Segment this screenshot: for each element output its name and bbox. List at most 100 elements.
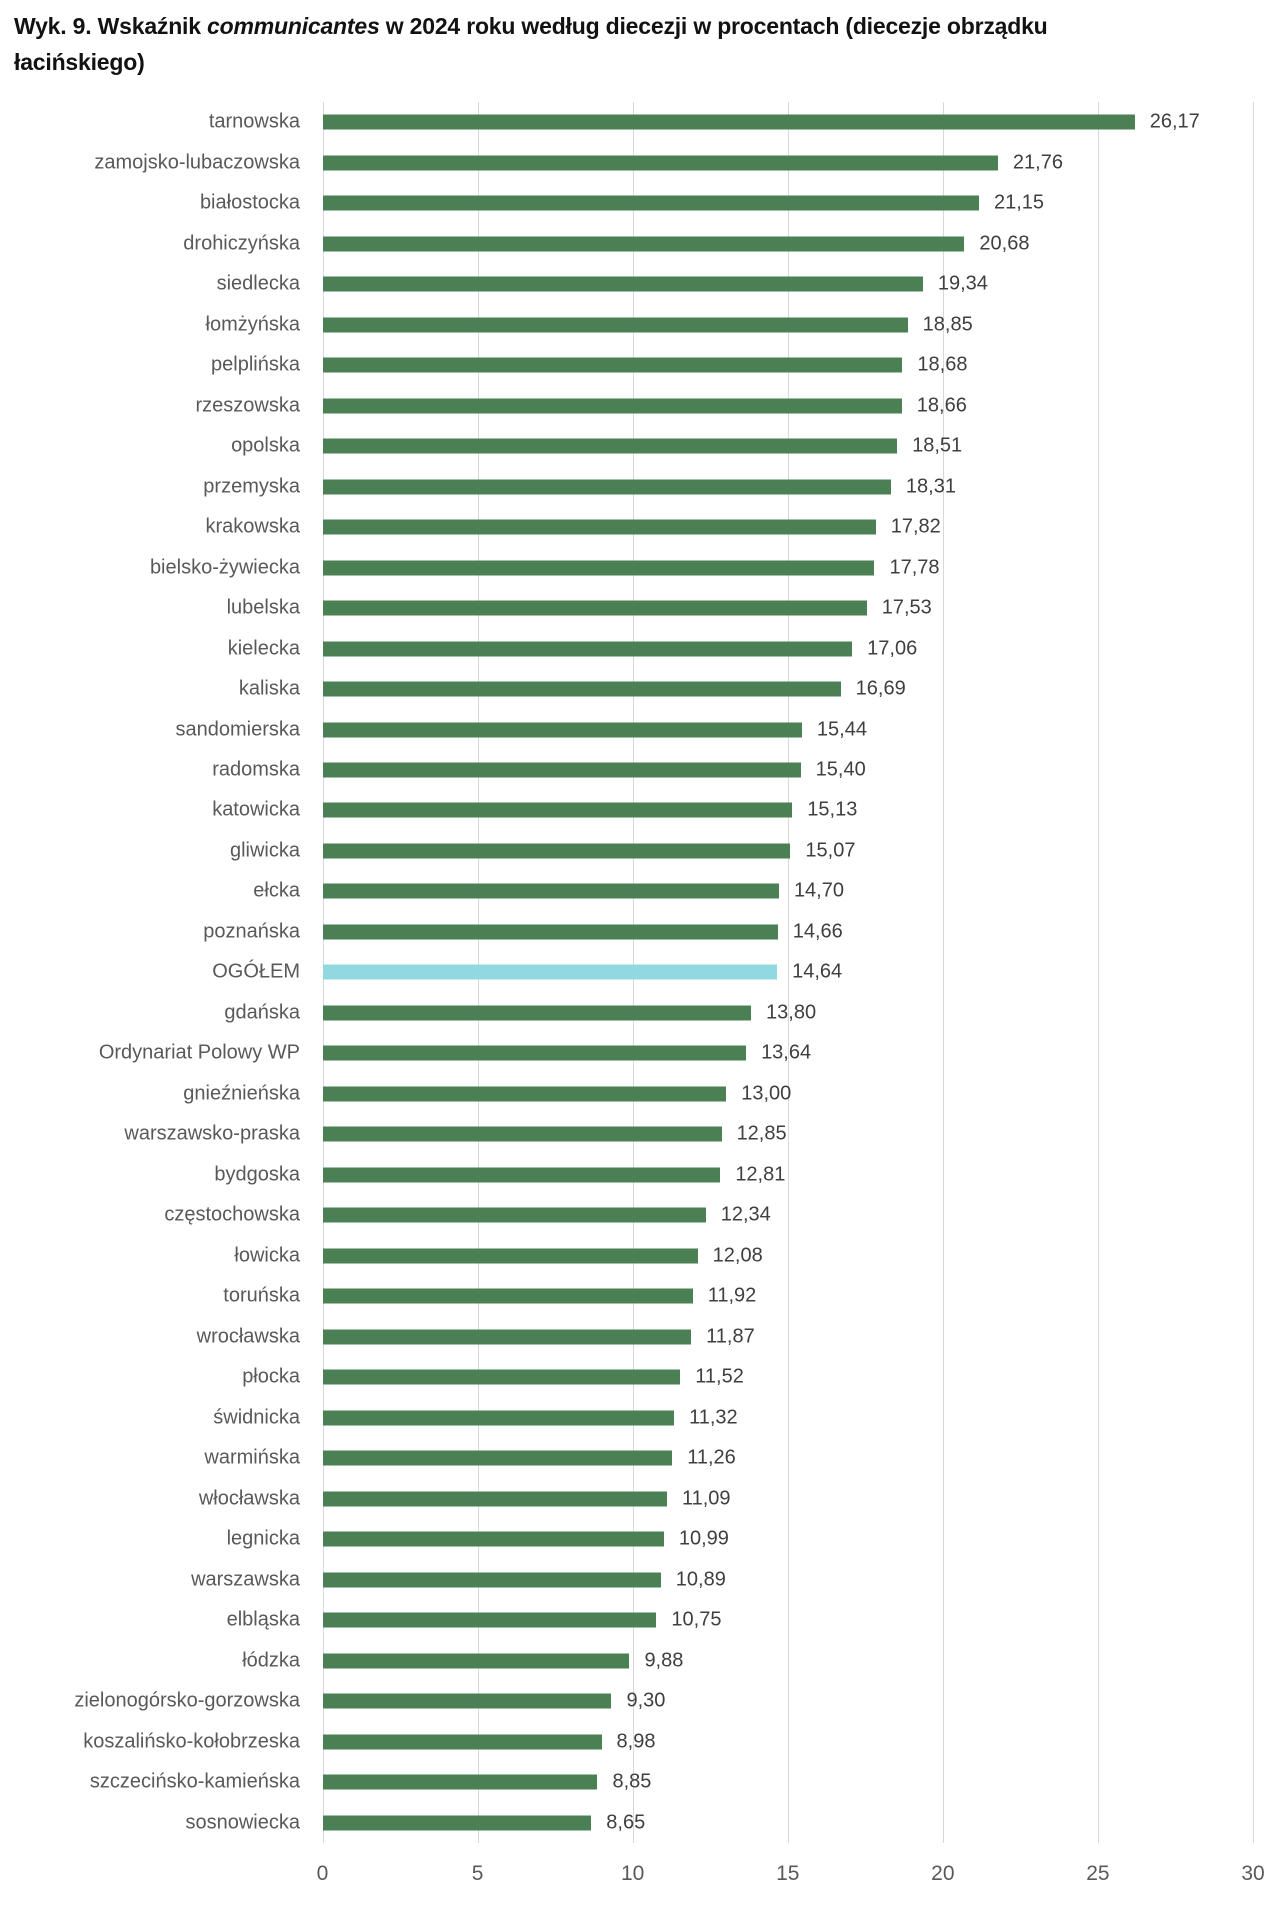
category-label: bydgoska <box>214 1163 300 1186</box>
bar-row: szczecińsko-kamieńska 8,85 <box>0 1762 1282 1802</box>
bar-row: gdańska 13,80 <box>0 993 1282 1033</box>
bar <box>323 114 1135 130</box>
bar-row: lubelska 17,53 <box>0 588 1282 628</box>
bar-row: krakowska 17,82 <box>0 507 1282 547</box>
category-label: pelplińska <box>211 353 300 376</box>
category-label: białostocka <box>199 191 300 214</box>
bar-row: wrocławska 11,87 <box>0 1317 1282 1357</box>
value-label: 21,76 <box>1012 151 1063 174</box>
bar <box>323 1410 675 1426</box>
bar <box>323 802 793 818</box>
value-label: 12,34 <box>720 1203 771 1226</box>
bar-row: przemyska 18,31 <box>0 466 1282 506</box>
bar <box>323 1248 698 1264</box>
chart-title-prefix: Wyk. 9. Wskaźnik <box>14 13 208 39</box>
value-label: 9,88 <box>644 1649 684 1672</box>
value-label: 18,31 <box>905 475 956 498</box>
category-label: katowicka <box>212 798 300 821</box>
category-label: drohiczyńska <box>183 232 300 255</box>
category-label: legnicka <box>226 1527 300 1550</box>
bar-row: gliwicka 15,07 <box>0 831 1282 871</box>
value-label: 26,17 <box>1149 110 1200 133</box>
value-label: 15,07 <box>805 839 856 862</box>
value-label: 11,09 <box>681 1487 731 1510</box>
value-label: 19,34 <box>937 272 988 295</box>
bar <box>323 438 898 454</box>
category-label: lubelska <box>226 596 300 619</box>
bar-row: łomżyńska 18,85 <box>0 304 1282 344</box>
bar-row: łowicka 12,08 <box>0 1236 1282 1276</box>
category-label: łomżyńska <box>205 313 300 336</box>
value-label: 8,65 <box>606 1811 646 1834</box>
bar-row: katowicka 15,13 <box>0 790 1282 830</box>
bar <box>323 1612 657 1628</box>
category-label: rzeszowska <box>195 394 300 417</box>
category-label: łódzka <box>242 1649 300 1672</box>
value-label: 10,89 <box>675 1568 726 1591</box>
bar <box>323 762 801 778</box>
value-label: 10,99 <box>678 1527 729 1550</box>
bar <box>323 276 923 292</box>
category-label: częstochowska <box>164 1203 300 1226</box>
bar <box>323 1045 747 1061</box>
category-label: sandomierska <box>175 718 300 740</box>
category-label: włocławska <box>198 1487 300 1510</box>
value-label: 11,32 <box>689 1406 738 1429</box>
bar-row: bielsko-żywiecka 17,78 <box>0 547 1282 587</box>
value-label: 18,85 <box>922 313 973 336</box>
bar <box>323 722 802 737</box>
gridline <box>942 102 944 1843</box>
category-label: kaliska <box>238 677 300 700</box>
category-label: wrocławska <box>196 1325 300 1348</box>
value-label: 11,26 <box>687 1446 736 1469</box>
bar-row: częstochowska 12,34 <box>0 1195 1282 1235</box>
bar-row: warmińska 11,26 <box>0 1438 1282 1478</box>
chart-title-line2: łacińskiego) <box>14 49 145 75</box>
bar-row: tarnowska 26,17 <box>0 102 1282 142</box>
x-axis-tick-label: 20 <box>931 1862 955 1885</box>
value-label: 17,78 <box>889 556 940 579</box>
value-label: 13,00 <box>741 1082 792 1105</box>
value-label: 15,44 <box>816 718 867 740</box>
value-label: 11,52 <box>695 1365 744 1388</box>
value-label: 13,80 <box>766 1001 817 1024</box>
bar-row: łódzka 9,88 <box>0 1640 1282 1680</box>
value-label: 18,51 <box>912 434 963 457</box>
bar <box>323 1815 592 1831</box>
category-label: świdnicka <box>213 1406 300 1429</box>
value-label: 20,68 <box>979 232 1030 255</box>
value-label: 12,85 <box>736 1122 787 1145</box>
bar-row: warszawska 10,89 <box>0 1559 1282 1599</box>
category-label: radomska <box>212 758 300 781</box>
bar <box>323 1734 602 1750</box>
bar <box>323 560 875 576</box>
category-label: płocka <box>242 1365 300 1388</box>
bar-row: pelplińska 18,68 <box>0 345 1282 385</box>
chart-title-line1-suffix: w 2024 roku według diecezji w procentach… <box>379 13 1048 39</box>
category-label: poznańska <box>203 920 300 943</box>
bar <box>323 195 979 211</box>
bar-row: gnieźnieńska 13,00 <box>0 1074 1282 1114</box>
bar <box>323 1207 706 1223</box>
value-label: 12,81 <box>735 1163 786 1186</box>
value-label: 11,87 <box>706 1325 755 1348</box>
bar <box>323 1572 661 1588</box>
bar-row: legnicka 10,99 <box>0 1519 1282 1559</box>
bar-row: elbląska 10,75 <box>0 1600 1282 1640</box>
category-label: łowicka <box>234 1244 300 1267</box>
x-axis-tick-label: 5 <box>471 1862 484 1885</box>
category-label: gnieźnieńska <box>183 1082 300 1105</box>
bar <box>323 1005 752 1021</box>
gridline <box>1253 102 1254 1843</box>
bar <box>323 924 778 940</box>
bar-row: zamojsko-lubaczowska 21,76 <box>0 142 1282 182</box>
value-label: 13,64 <box>761 1041 812 1064</box>
bar-row: kaliska 16,69 <box>0 669 1282 709</box>
bar <box>323 1329 692 1345</box>
value-label: 8,85 <box>612 1770 652 1793</box>
category-label: OGÓŁEM <box>212 960 300 983</box>
bar <box>323 843 791 859</box>
bar-row: Ordynariat Polowy WP 13,64 <box>0 1033 1282 1073</box>
category-label: warszawsko-praska <box>124 1122 300 1145</box>
